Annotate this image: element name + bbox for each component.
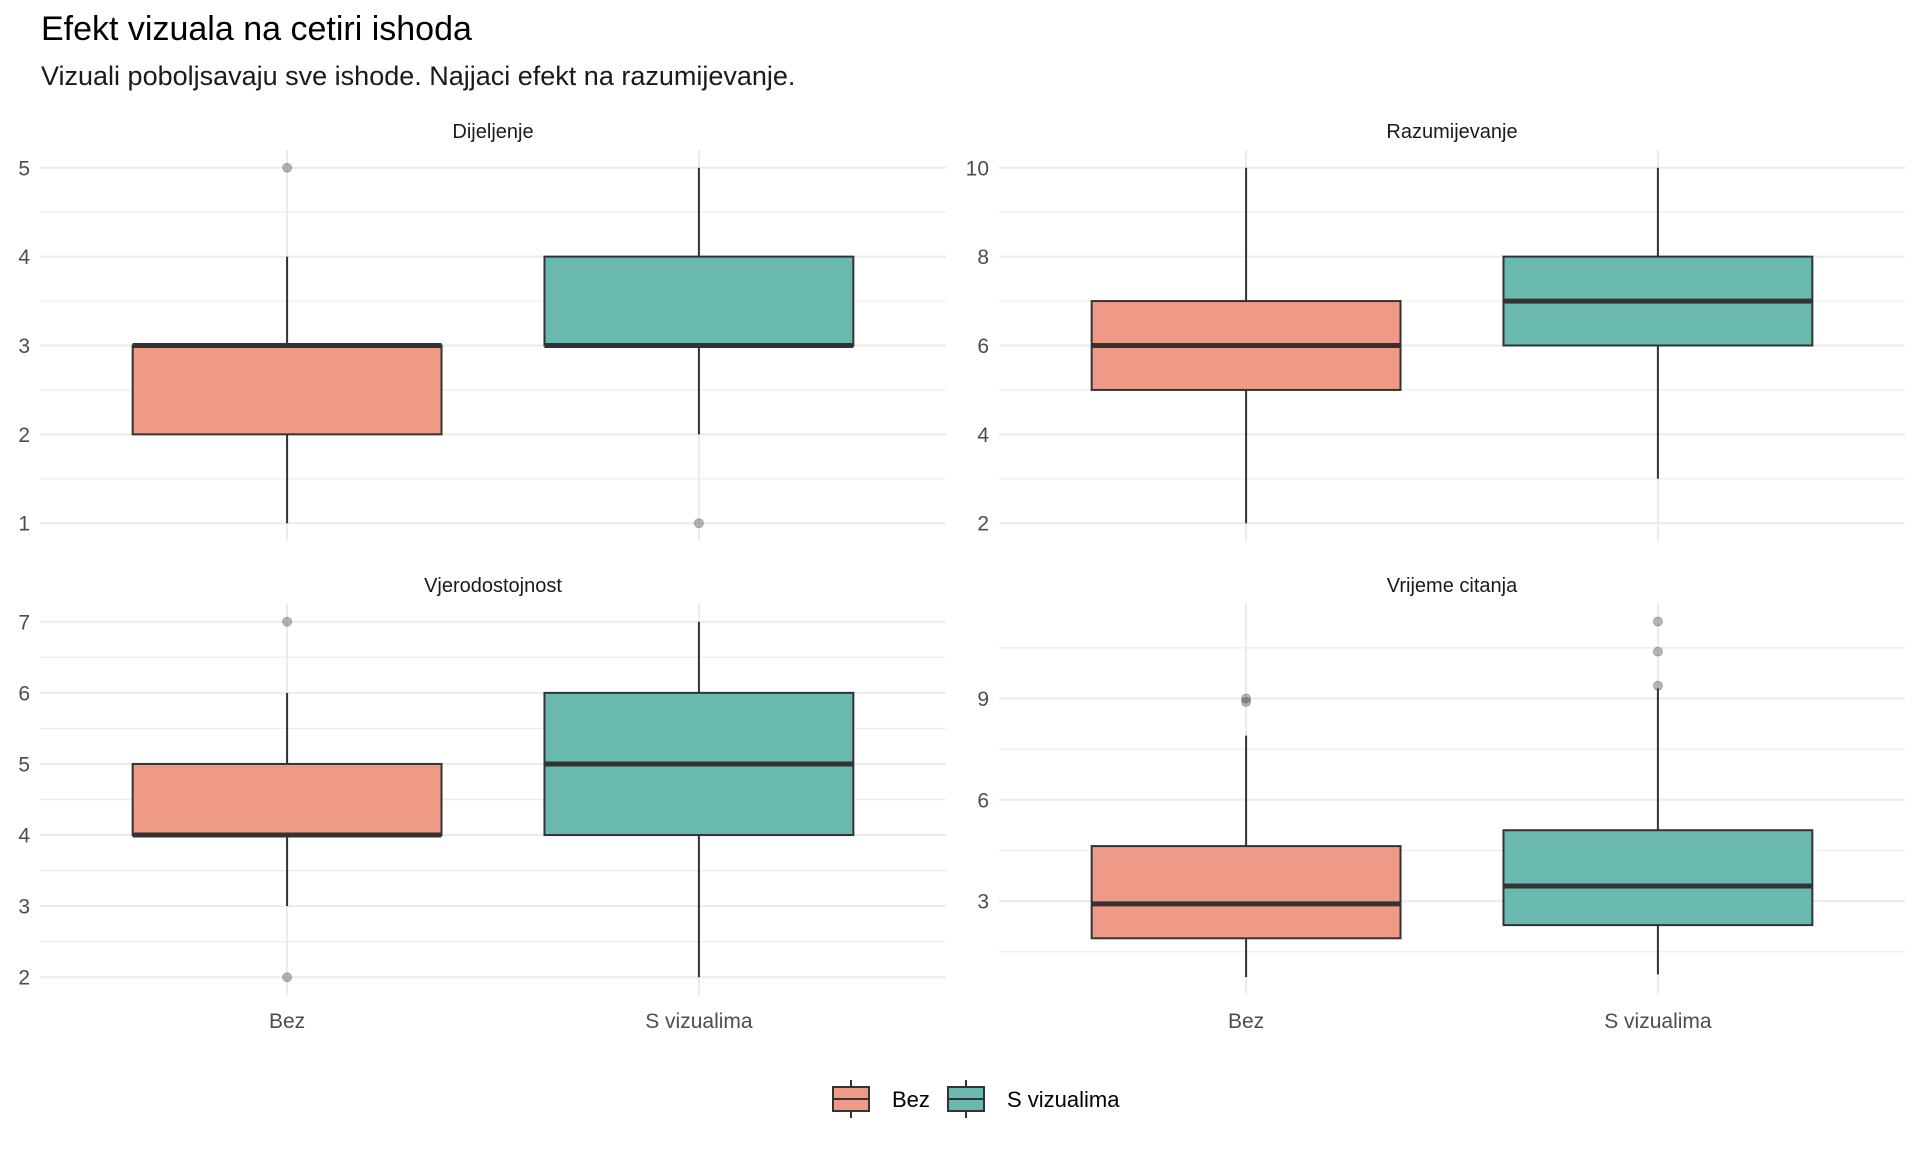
y-tick-label: 2 [18, 424, 30, 447]
box-s-vizualima [1502, 167, 1814, 479]
y-tick-label: 2 [977, 513, 989, 536]
legend-label: Bez [892, 1087, 930, 1112]
outlier-point [1652, 680, 1663, 691]
y-tick-label: 8 [977, 246, 989, 269]
iqr-box [1090, 845, 1402, 940]
y-tick-label: 10 [966, 157, 989, 180]
facet-panels: Dijeljenje 1 2 3 4 5 Razumijevanje 2 4 6 8 10 Vjerod… [18, 121, 1905, 1033]
outlier-point [282, 162, 293, 173]
box-bez [1090, 167, 1402, 524]
outlier-point [1652, 616, 1663, 627]
outlier-point [693, 518, 704, 529]
y-tick-label: 2 [18, 967, 30, 990]
facet-strip-label: Razumijevanje [1386, 121, 1517, 143]
y-tick-label: 3 [18, 896, 30, 919]
iqr-box [131, 344, 443, 436]
y-tick-label: 6 [977, 789, 989, 812]
legend-item-s-vizualima: S vizualima [947, 1080, 1120, 1118]
box-s-vizualima [543, 167, 855, 529]
outlier-point [282, 972, 293, 983]
y-tick-label: 1 [18, 513, 30, 536]
facet-strip-label: Vjerodostojnost [424, 575, 562, 597]
y-tick-label: 7 [18, 611, 30, 634]
box-s-vizualima [1502, 616, 1814, 975]
legend-label: S vizualima [1007, 1087, 1120, 1112]
x-tick-label: Bez [1228, 1010, 1264, 1033]
outlier-point [282, 616, 293, 627]
y-tick-label: 3 [18, 335, 30, 358]
y-tick-label: 4 [18, 825, 30, 848]
y-tick-label: 4 [977, 424, 989, 447]
x-tick-label: Bez [269, 1010, 305, 1033]
x-tick-label: S vizualima [645, 1010, 753, 1033]
y-tick-label: 3 [977, 891, 989, 914]
y-tick-label: 4 [18, 246, 30, 269]
chart-subtitle: Vizuali poboljsavaju sve ishode. Najjaci… [41, 61, 795, 91]
y-tick-label: 9 [977, 688, 989, 711]
outlier-point [1241, 696, 1252, 707]
box-bez [131, 162, 443, 524]
y-tick-label: 5 [18, 753, 30, 776]
facet-strip-label: Dijeljenje [452, 121, 533, 143]
facet-panel-dijeljenje: Dijeljenje 1 2 3 4 5 [18, 121, 946, 541]
box-s-vizualima [543, 621, 855, 978]
legend-item-bez: Bez [832, 1080, 930, 1118]
y-tick-label: 6 [18, 682, 30, 705]
legend: Bez S vizualima [832, 1080, 1120, 1118]
iqr-box [131, 762, 443, 837]
x-tick-label: S vizualima [1604, 1010, 1712, 1033]
facet-panel-vrijeme-citanja: Vrijeme citanja 3 6 9 Bez S vizualima [977, 575, 1905, 1033]
facet-panel-razumijevanje: Razumijevanje 2 4 6 8 10 [966, 121, 1905, 541]
facet-panel-vjerodostojnost: Vjerodostojnost 2 3 4 5 6 7 Bez S vizualima [18, 575, 946, 1033]
y-tick-label: 6 [977, 335, 989, 358]
iqr-box [543, 255, 855, 347]
box-bez [1090, 693, 1402, 978]
y-tick-label: 5 [18, 157, 30, 180]
chart-title: Efekt vizuala na cetiri ishoda [41, 10, 472, 48]
outlier-point [1652, 646, 1663, 657]
facet-strip-label: Vrijeme citanja [1387, 575, 1518, 597]
box-bez [131, 616, 443, 983]
outlier-point [1241, 693, 1252, 704]
iqr-box [1502, 829, 1814, 927]
